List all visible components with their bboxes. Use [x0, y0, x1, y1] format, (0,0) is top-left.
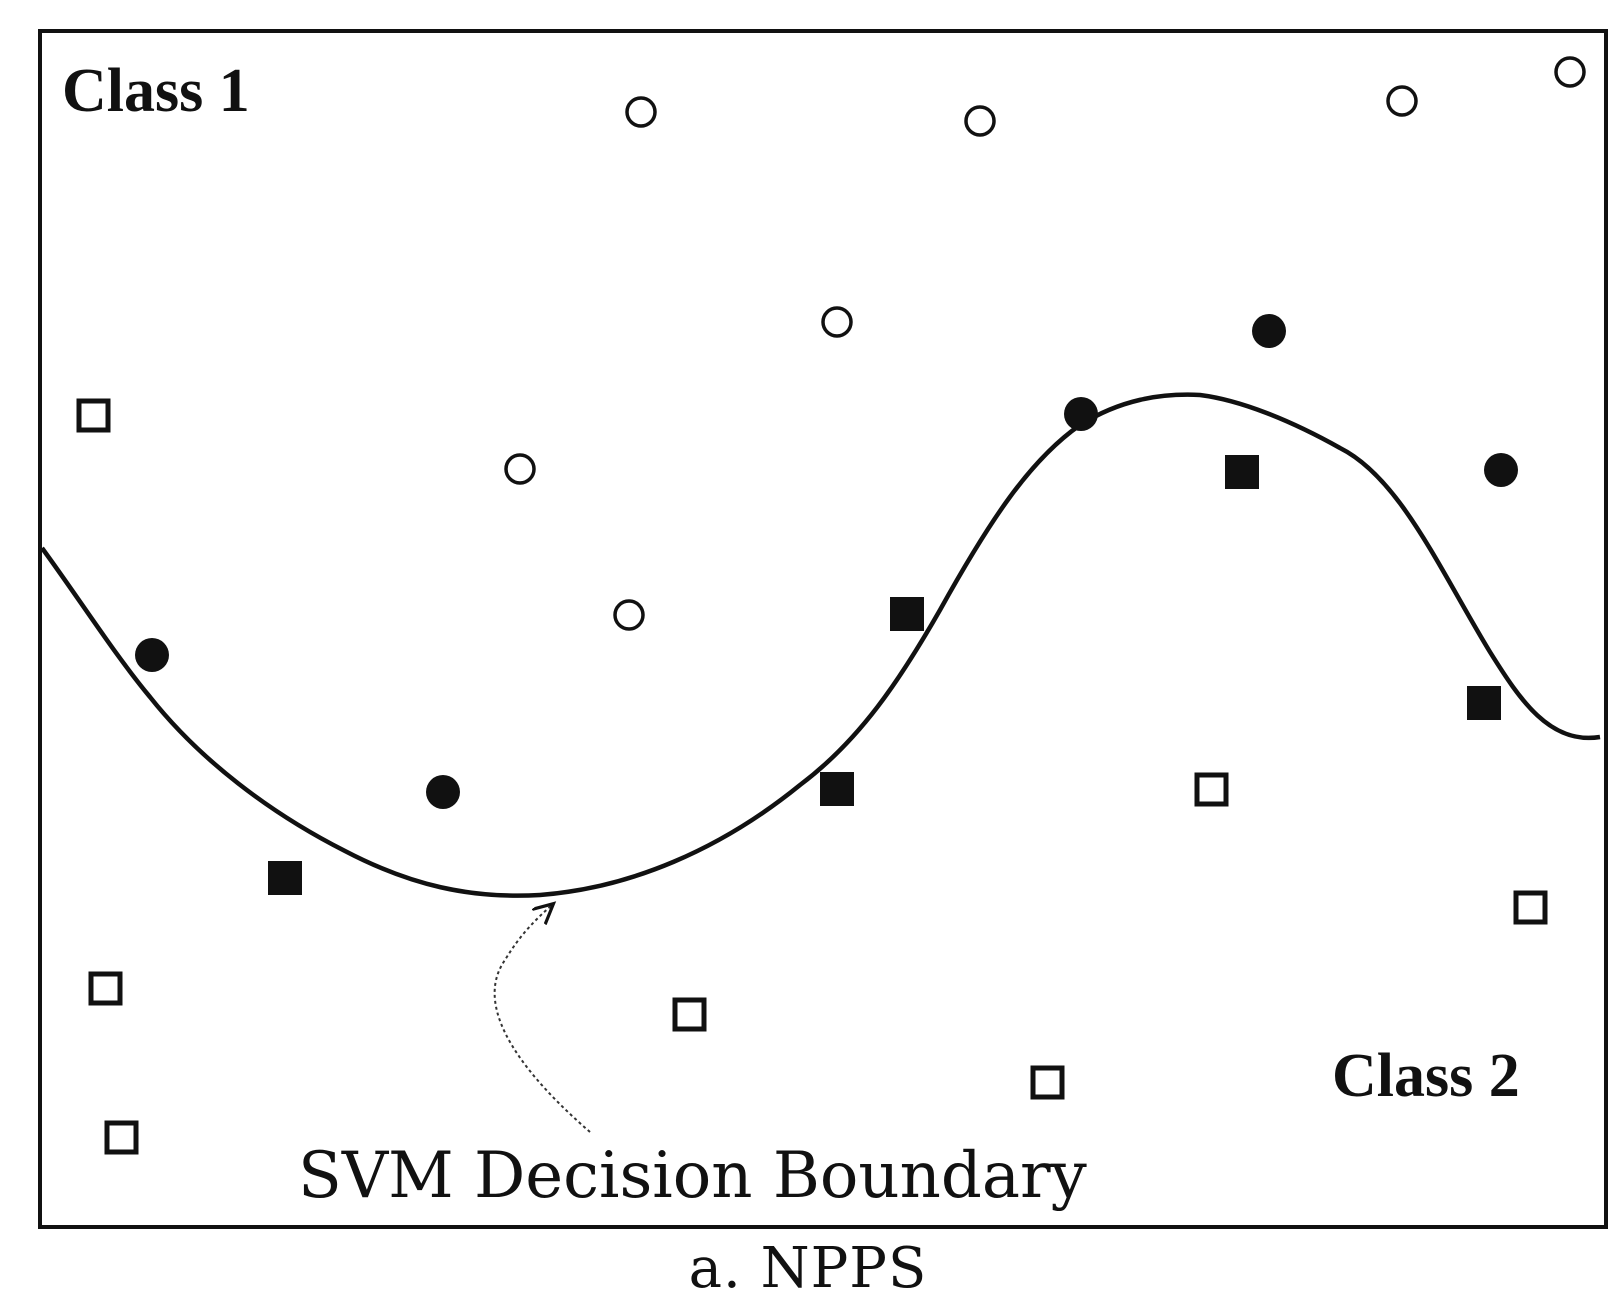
class2-point [672, 997, 707, 1032]
annotation-arrow [493, 905, 591, 1133]
class1-open-circles [504, 56, 1586, 631]
class1-point [613, 599, 645, 631]
class2-open-squares [76, 398, 1548, 1155]
plot-frame [38, 29, 1608, 1229]
class2-point [104, 1120, 139, 1155]
class2-label: Class 2 [1332, 1042, 1520, 1110]
class2-point [88, 971, 123, 1006]
class2-selected-point [1225, 455, 1259, 489]
class1-point [964, 105, 996, 137]
svm-decision-boundary [40, 392, 1601, 898]
class2-point [1030, 1065, 1065, 1100]
class2-selected-point [820, 772, 854, 806]
class2-point [1194, 772, 1229, 807]
class1-label: Class 1 [62, 57, 250, 125]
class1-filled-circles [135, 314, 1518, 809]
class1-selected-point [426, 775, 460, 809]
class1-selected-point [135, 638, 169, 672]
class2-point [1513, 890, 1548, 925]
class1-point [821, 306, 853, 338]
class2-selected-point [268, 861, 302, 895]
class1-point [504, 453, 536, 485]
class1-selected-point [1484, 453, 1518, 487]
class1-point [625, 96, 657, 128]
figure-caption: a. NPPS [688, 1236, 928, 1301]
class1-selected-point [1252, 314, 1286, 348]
class1-point [1386, 85, 1418, 117]
class1-point [1554, 56, 1586, 88]
class2-selected-point [890, 597, 924, 631]
class1-selected-point [1064, 397, 1098, 431]
class2-filled-squares [268, 455, 1501, 895]
class2-selected-point [1467, 686, 1501, 720]
annotation-label: SVM Decision Boundary [298, 1139, 1087, 1213]
class2-point [76, 398, 111, 433]
